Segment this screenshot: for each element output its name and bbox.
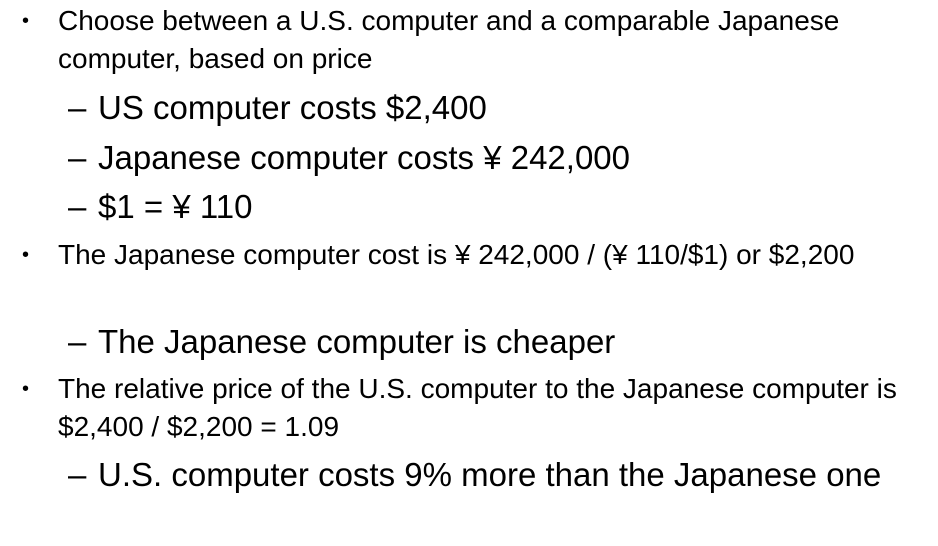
bullet-icon: • xyxy=(22,244,30,266)
sub-bullet-item: – Japanese computer costs ¥ 242,000 xyxy=(68,136,908,180)
bullet-item: • The relative price of the U.S. compute… xyxy=(22,370,908,446)
dash-icon: – xyxy=(68,323,87,360)
sub-bullet-text: U.S. computer costs 9% more than the Jap… xyxy=(98,456,882,493)
dash-icon: – xyxy=(68,139,87,176)
bullet-text: The Japanese computer cost is ¥ 242,000 … xyxy=(58,239,855,270)
bullet-icon: • xyxy=(22,378,30,400)
bullet-item: • Choose between a U.S. computer and a c… xyxy=(22,2,908,78)
sub-bullet-text: US computer costs $2,400 xyxy=(98,89,487,126)
dash-icon: – xyxy=(68,456,87,493)
sub-bullet-text: Japanese computer costs ¥ 242,000 xyxy=(98,139,631,176)
sub-bullet-item: – The Japanese computer is cheaper xyxy=(68,320,908,364)
sub-bullet-text: $1 = ¥ 110 xyxy=(98,188,253,225)
bullet-icon: • xyxy=(22,10,30,32)
sub-bullet-item: – $1 = ¥ 110 xyxy=(68,185,908,229)
sub-bullet-item: – US computer costs $2,400 xyxy=(68,86,908,130)
sub-bullet-text: The Japanese computer is cheaper xyxy=(98,323,616,360)
dash-icon: – xyxy=(68,188,87,225)
bullet-item: • The Japanese computer cost is ¥ 242,00… xyxy=(22,236,908,274)
sub-bullet-item: – U.S. computer costs 9% more than the J… xyxy=(68,453,908,497)
bullet-text: The relative price of the U.S. computer … xyxy=(58,373,897,442)
bullet-text: Choose between a U.S. computer and a com… xyxy=(58,5,840,74)
dash-icon: – xyxy=(68,89,87,126)
